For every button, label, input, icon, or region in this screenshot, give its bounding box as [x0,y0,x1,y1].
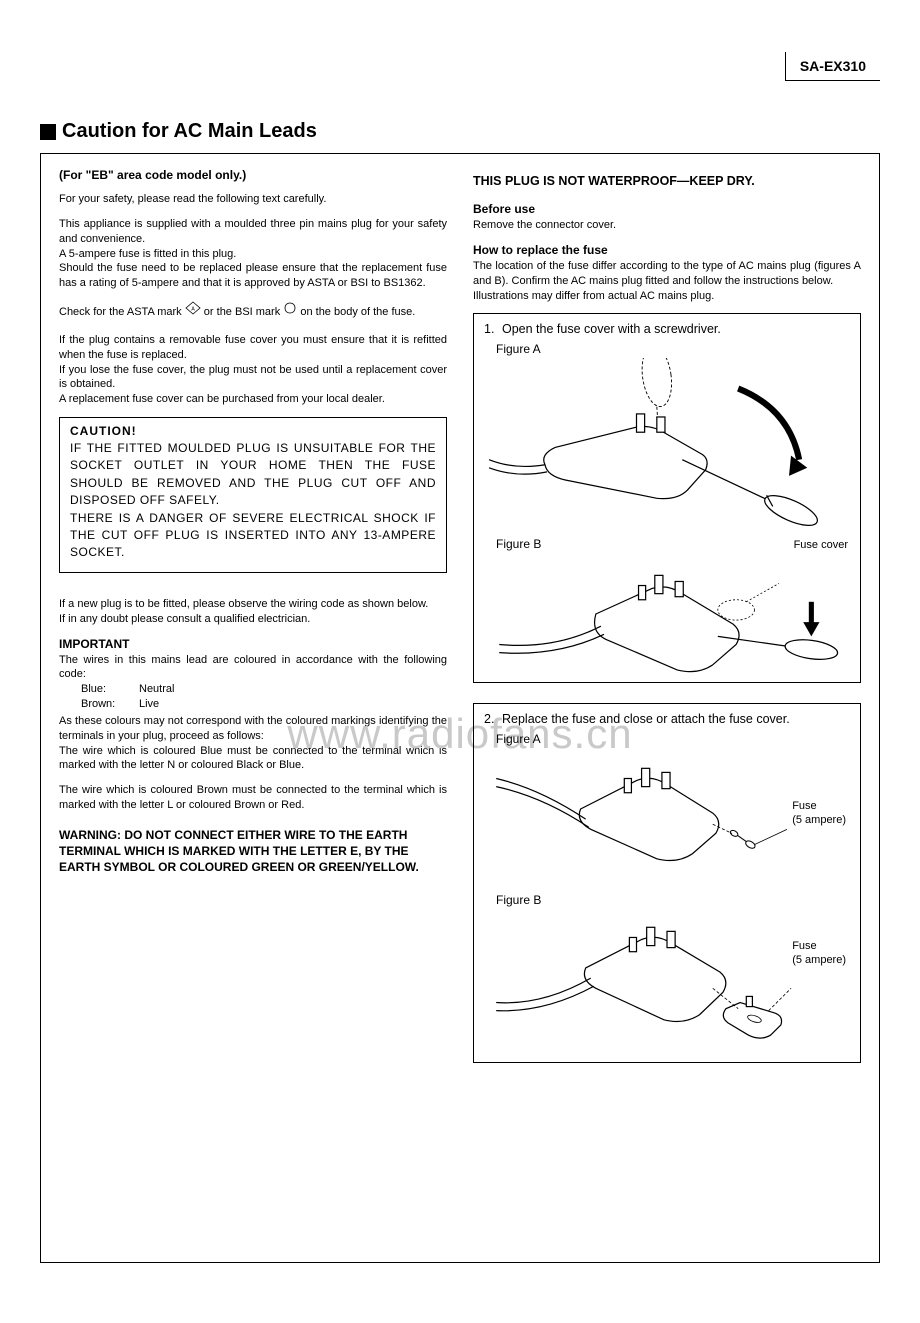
step1-box: 1. Open the fuse cover with a screwdrive… [473,313,861,683]
step1-figA-label: Figure A [496,342,850,356]
new-plug-line1: If a new plug is to be fitted, please ob… [59,598,428,610]
step2-box: 2. Replace the fuse and close or attach … [473,703,861,1063]
step2-figB-fuse-label: Fuse (5 ampere) [792,940,846,966]
mark-check-a: Check for the ASTA mark [59,306,185,318]
supplied-plug-line2: A 5-ampere fuse is fitted in this plug. [59,248,236,260]
replace-fuse-body2: Illustrations may differ from actual AC … [473,289,861,304]
step1-figB-diagram [484,553,850,685]
step2-figA-label: Figure A [496,732,850,746]
step1-title: 1. Open the fuse cover with a screwdrive… [484,322,850,336]
step1-text: Open the fuse cover with a screwdriver. [502,322,721,336]
wire-blue-label: Blue: [81,682,139,697]
supplied-plug-line1: This appliance is supplied with a moulde… [59,218,447,245]
step1-figA-diagram [484,358,850,531]
main-title: Caution for AC Main Leads [40,120,880,143]
caution-body-1: IF THE FITTED MOULDED PLUG IS UNSUITABLE… [70,440,436,510]
content-frame: www.radiofans.cn (For "EB" area code mod… [40,153,880,1263]
wire-blue-row: Blue: Neutral [81,682,447,697]
wire-brown-value: Live [139,697,159,712]
safety-intro: For your safety, please read the followi… [59,192,447,207]
earth-warning: WARNING: DO NOT CONNECT EITHER WIRE TO T… [59,827,447,876]
model-number: SA-EX310 [785,52,880,81]
step2-figA-fuse-label: Fuse (5 ampere) [792,800,846,826]
fuse-amp-b: (5 ampere) [792,954,846,966]
right-column: THIS PLUG IS NOT WATERPROOF—KEEP DRY. Be… [473,168,861,1083]
step2-number: 2. [484,712,502,726]
replace-fuse-heading: How to replace the fuse [473,243,861,257]
step2-text: Replace the fuse and close or attach the… [502,712,790,726]
caution-box: CAUTION! IF THE FITTED MOULDED PLUG IS U… [59,417,447,573]
step2-figB-label: Figure B [496,893,850,907]
fuse-cover-para: If the plug contains a removable fuse co… [59,333,447,407]
fuse-cover-line3: A replacement fuse cover can be purchase… [59,393,385,405]
fuse-cover-label: Fuse cover [794,539,848,551]
wire-brown-row: Brown: Live [81,697,447,712]
bsi-mark-icon [283,301,297,323]
replace-fuse-body1: The location of the fuse differ accordin… [473,259,861,289]
svg-text:A: A [191,307,195,313]
before-use-body: Remove the connector cover. [473,218,861,233]
step1-number: 1. [484,322,502,336]
area-code-subtitle: (For "EB" area code model only.) [59,168,447,182]
asta-mark-icon: A [185,301,201,323]
mark-check-b: or the BSI mark [204,306,283,318]
colour-correspond-para: As these colours may not correspond with… [59,714,447,773]
caution-heading: CAUTION! [70,424,436,438]
mark-check-c: on the body of the fuse. [300,306,415,318]
title-bullet-icon [40,124,56,140]
fuse-cover-line2: If you lose the fuse cover, the plug mus… [59,364,447,391]
page: SA-EX310 Caution for AC Main Leads www.r… [0,0,920,1323]
brown-wire-para: The wire which is coloured Brown must be… [59,783,447,813]
fuse-amp-a: (5 ampere) [792,814,846,826]
wire-brown-label: Brown: [81,697,139,712]
step2-title: 2. Replace the fuse and close or attach … [484,712,850,726]
plug-not-waterproof: THIS PLUG IS NOT WATERPROOF—KEEP DRY. [473,174,861,188]
colour-correspond-line1: As these colours may not correspond with… [59,715,447,742]
important-heading: IMPORTANT [59,637,447,651]
mark-check-para: Check for the ASTA mark A or the BSI mar… [59,301,447,323]
fuse-word-a: Fuse [792,800,816,812]
two-column-layout: (For "EB" area code model only.) For you… [59,168,861,1083]
supplied-plug-line3: Should the fuse need to be replaced plea… [59,262,447,289]
wire-colour-list: Blue: Neutral Brown: Live [59,682,447,712]
wire-colour-intro: The wires in this mains lead are coloure… [59,653,447,683]
caution-body-2: THERE IS A DANGER OF SEVERE ELECTRICAL S… [70,510,436,562]
new-plug-para: If a new plug is to be fitted, please ob… [59,597,447,627]
colour-correspond-line2: The wire which is coloured Blue must be … [59,745,447,772]
before-use-heading: Before use [473,202,861,216]
main-title-text: Caution for AC Main Leads [62,120,317,143]
supplied-plug-para: This appliance is supplied with a moulde… [59,217,447,291]
fuse-word-b: Fuse [792,940,816,952]
new-plug-line2: If in any doubt please consult a qualifi… [59,613,310,625]
step2-figB-diagram [484,909,850,1051]
wire-blue-value: Neutral [139,682,174,697]
left-column: (For "EB" area code model only.) For you… [59,168,447,1083]
fuse-cover-line1: If the plug contains a removable fuse co… [59,334,447,361]
